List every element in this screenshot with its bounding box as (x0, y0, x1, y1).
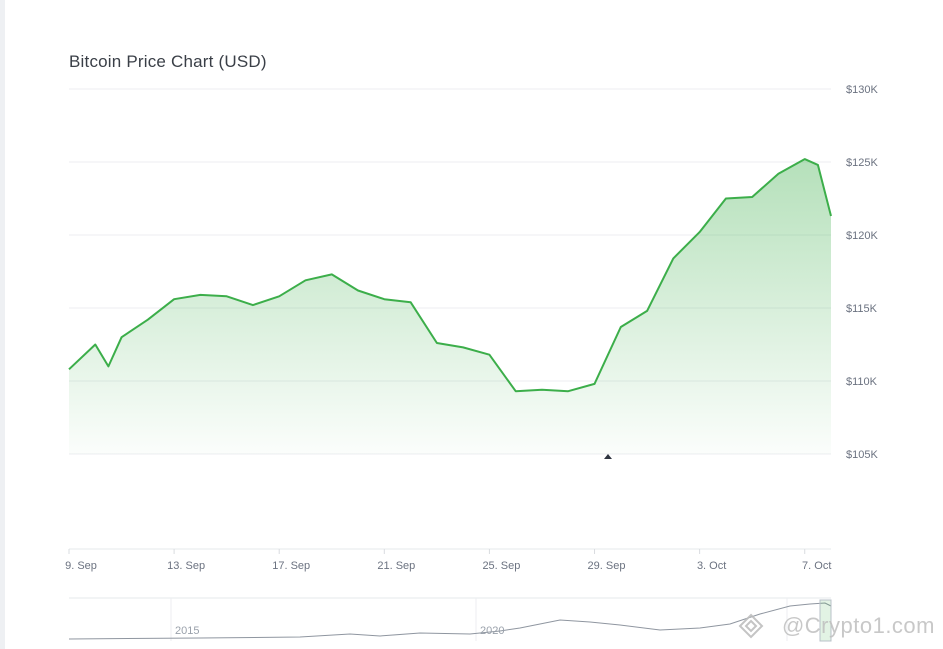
y-tick-label: $130K (846, 84, 878, 96)
y-tick-label: $110K (846, 376, 878, 388)
y-tick-label: $105K (846, 449, 878, 461)
x-tick-label: 29. Sep (588, 560, 626, 572)
x-tick-label: 17. Sep (272, 560, 310, 572)
navigator-year-label: 2015 (175, 625, 199, 637)
watermark-text: @Crypto1.com (781, 613, 935, 638)
x-tick-label: 9. Sep (65, 560, 97, 572)
x-tick-label: 21. Sep (377, 560, 415, 572)
navigator-selection-handle[interactable] (819, 599, 832, 642)
navigator-year-label: 2020 (480, 625, 504, 637)
y-tick-label: $125K (846, 157, 878, 169)
x-tick-label: 7. Oct (802, 560, 831, 572)
y-tick-label: $115K (846, 303, 878, 315)
y-tick-label: $120K (846, 230, 878, 242)
x-axis-ticks: 9. Sep 13. Sep 17. Sep 21. Sep 25. Sep 29. Se… (65, 549, 831, 572)
x-tick-label: 25. Sep (482, 560, 520, 572)
range-marker-icon (604, 454, 612, 459)
price-line (68, 158, 832, 393)
navigator-panel[interactable]: 2015 2020 (68, 597, 832, 642)
navigator-series-line (68, 602, 832, 640)
x-tick-label: 3. Oct (697, 560, 726, 572)
x-tick-label: 13. Sep (167, 560, 205, 572)
y-axis-ticks: $105K $110K $115K $120K $125K $130K (846, 84, 878, 461)
price-area-fill (69, 159, 831, 454)
chart-title: Bitcoin Price Chart (USD) (69, 52, 267, 71)
left-edge-rule (0, 0, 5, 649)
crypto-logo-icon (738, 613, 764, 639)
